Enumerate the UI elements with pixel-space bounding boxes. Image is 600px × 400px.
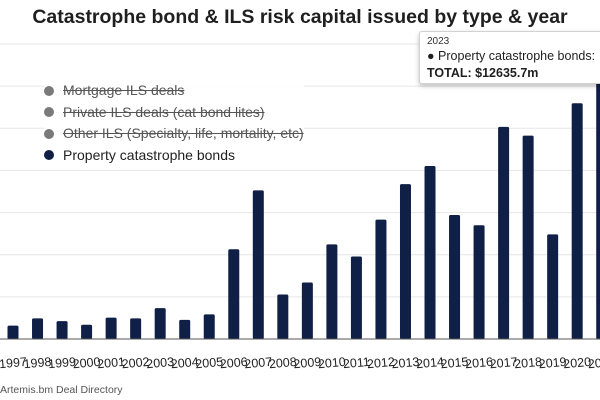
x-tick-label: 2021 <box>587 355 600 371</box>
bar-2010[interactable] <box>326 244 338 339</box>
bar-2004[interactable] <box>179 319 191 339</box>
bar-2013[interactable] <box>399 184 411 339</box>
tooltip-year: 2023 <box>427 36 450 47</box>
x-tick-label: 2000 <box>72 355 101 371</box>
legend-label: Other ILS (Specialty, life, mortality, e… <box>63 125 304 141</box>
bar-2015[interactable] <box>449 214 461 339</box>
x-tick-label: 2020 <box>563 355 592 371</box>
legend-item-property-cat-bonds[interactable]: Property catastrophe bonds <box>44 145 304 167</box>
bar-2000[interactable] <box>81 324 93 339</box>
bar-2020[interactable] <box>571 103 583 339</box>
legend-item-other-ils[interactable]: Other ILS (Specialty, life, mortality, e… <box>44 123 304 145</box>
legend-dot-icon <box>44 128 54 139</box>
x-tick-label: 2004 <box>170 355 199 371</box>
legend-label: Property catastrophe bonds <box>63 146 235 163</box>
x-tick-label: 1997 <box>0 355 28 371</box>
x-tick-label: 2009 <box>293 355 322 371</box>
bar-2001[interactable] <box>105 317 117 339</box>
bar-2017[interactable] <box>498 126 510 340</box>
x-tick-label: 2003 <box>146 355 175 371</box>
x-tick-label: 2005 <box>195 355 224 371</box>
x-tick-label: 2008 <box>268 355 297 371</box>
bars <box>7 72 600 340</box>
legend-label: Mortgage ILS deals <box>63 82 185 98</box>
x-tick-label: 2017 <box>489 355 518 371</box>
bar-2003[interactable] <box>154 308 166 339</box>
legend-label: Private ILS deals (cat bond lites) <box>63 103 265 120</box>
bar-2006[interactable] <box>228 249 240 339</box>
tooltip-dot-icon: ● <box>427 49 435 63</box>
x-tick-label: 2001 <box>97 355 126 371</box>
bar-2012[interactable] <box>375 219 387 339</box>
x-tick-label: 2014 <box>416 355 445 371</box>
x-tick-label: 2015 <box>440 355 469 371</box>
x-tick-label: 1999 <box>48 355 77 371</box>
bar-2016[interactable] <box>473 225 485 339</box>
legend: Mortgage ILS deals Private ILS deals (ca… <box>44 80 304 166</box>
bar-2008[interactable] <box>277 294 289 339</box>
bar-2014[interactable] <box>424 165 436 339</box>
bar-1997[interactable] <box>7 325 19 339</box>
x-tick-label: 2007 <box>244 355 273 371</box>
tooltip-total: TOTAL: $12635.7m <box>427 66 539 80</box>
x-tick-label: 1998 <box>23 355 52 371</box>
bar-2009[interactable] <box>301 282 313 339</box>
tooltip: 2023 ● Property catastrophe bonds: TOTAL… <box>419 31 600 84</box>
x-tick-label: 2016 <box>465 355 494 371</box>
legend-item-mortgage-ils[interactable]: Mortgage ILS deals <box>44 80 304 102</box>
x-tick-label: 2013 <box>391 355 420 371</box>
x-tick-label: 2011 <box>342 355 370 371</box>
x-tick-label: 2002 <box>121 355 150 371</box>
bar-2002[interactable] <box>130 318 142 339</box>
legend-dot-icon <box>44 150 54 161</box>
legend-dot-icon <box>44 85 54 96</box>
bar-2005[interactable] <box>203 314 215 339</box>
chart-title: Catastrophe bond & ILS risk capital issu… <box>32 6 568 28</box>
tooltip-series-row: ● Property catastrophe bonds: <box>427 48 600 65</box>
legend-dot-icon <box>44 107 54 118</box>
bar-2007[interactable] <box>252 190 264 339</box>
bar-1998[interactable] <box>32 318 44 339</box>
x-axis-labels: 1997199819992000200120022003200420052006… <box>0 355 600 371</box>
x-tick-label: 2010 <box>317 355 346 371</box>
tooltip-series-label: Property catastrophe bonds: <box>438 49 596 63</box>
source-credit: Artemis.bm Deal Directory <box>0 384 123 396</box>
bar-2011[interactable] <box>350 256 362 339</box>
bar-2021[interactable] <box>596 72 600 339</box>
legend-item-private-ils[interactable]: Private ILS deals (cat bond lites) <box>44 102 304 124</box>
x-tick-label: 2006 <box>219 355 248 371</box>
bar-1999[interactable] <box>56 321 68 339</box>
x-tick-label: 2018 <box>514 355 543 371</box>
x-tick-label: 2012 <box>366 355 395 371</box>
bar-2019[interactable] <box>547 234 559 339</box>
bar-2018[interactable] <box>522 135 534 339</box>
x-tick-label: 2019 <box>538 355 567 371</box>
